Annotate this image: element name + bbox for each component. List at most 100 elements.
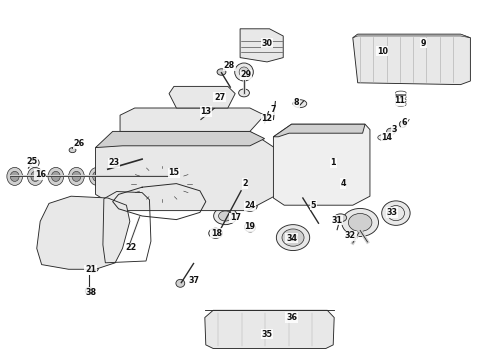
Ellipse shape bbox=[289, 193, 299, 199]
Ellipse shape bbox=[104, 167, 110, 171]
Text: 21: 21 bbox=[85, 266, 96, 274]
Text: 11: 11 bbox=[394, 96, 405, 105]
Text: 10: 10 bbox=[377, 46, 388, 55]
Ellipse shape bbox=[219, 211, 232, 221]
Text: 33: 33 bbox=[387, 208, 397, 217]
Ellipse shape bbox=[288, 127, 300, 134]
Ellipse shape bbox=[91, 243, 97, 247]
Text: 35: 35 bbox=[262, 330, 272, 338]
Polygon shape bbox=[96, 131, 274, 211]
Ellipse shape bbox=[121, 159, 149, 186]
Ellipse shape bbox=[223, 159, 252, 186]
Text: 6: 6 bbox=[401, 118, 407, 127]
Ellipse shape bbox=[399, 121, 406, 127]
Text: 9: 9 bbox=[421, 39, 427, 48]
Ellipse shape bbox=[194, 164, 213, 182]
Ellipse shape bbox=[90, 266, 96, 270]
Ellipse shape bbox=[217, 69, 226, 75]
Ellipse shape bbox=[151, 167, 167, 185]
Ellipse shape bbox=[384, 42, 400, 51]
Text: 27: 27 bbox=[214, 93, 225, 102]
Polygon shape bbox=[120, 108, 265, 131]
Text: 13: 13 bbox=[200, 107, 211, 116]
Ellipse shape bbox=[134, 171, 143, 181]
Ellipse shape bbox=[110, 167, 125, 185]
Ellipse shape bbox=[308, 127, 319, 134]
Ellipse shape bbox=[382, 201, 410, 225]
Ellipse shape bbox=[91, 215, 97, 219]
Ellipse shape bbox=[380, 40, 404, 54]
Text: 34: 34 bbox=[286, 234, 297, 243]
Text: 28: 28 bbox=[224, 61, 235, 70]
Polygon shape bbox=[273, 124, 370, 205]
Ellipse shape bbox=[239, 89, 249, 97]
Polygon shape bbox=[353, 34, 470, 38]
Ellipse shape bbox=[55, 215, 61, 219]
Ellipse shape bbox=[348, 213, 372, 231]
Ellipse shape bbox=[289, 234, 297, 241]
Text: 19: 19 bbox=[245, 222, 255, 231]
Ellipse shape bbox=[239, 67, 249, 77]
Text: 29: 29 bbox=[241, 71, 251, 79]
Text: 25: 25 bbox=[26, 157, 37, 166]
Ellipse shape bbox=[89, 167, 105, 185]
Ellipse shape bbox=[69, 148, 76, 153]
Ellipse shape bbox=[212, 230, 220, 236]
Ellipse shape bbox=[130, 167, 146, 185]
Polygon shape bbox=[273, 124, 365, 137]
Text: 7: 7 bbox=[270, 105, 276, 114]
Text: 30: 30 bbox=[262, 39, 272, 48]
Polygon shape bbox=[169, 86, 235, 108]
Polygon shape bbox=[96, 131, 265, 148]
Ellipse shape bbox=[316, 193, 326, 199]
Ellipse shape bbox=[139, 156, 145, 161]
Text: 32: 32 bbox=[345, 231, 356, 240]
Ellipse shape bbox=[62, 220, 90, 242]
Ellipse shape bbox=[31, 171, 40, 181]
Ellipse shape bbox=[293, 100, 307, 108]
Ellipse shape bbox=[51, 171, 60, 181]
Text: 37: 37 bbox=[188, 276, 199, 284]
Polygon shape bbox=[274, 148, 304, 203]
Ellipse shape bbox=[55, 243, 61, 247]
Ellipse shape bbox=[154, 171, 163, 181]
Ellipse shape bbox=[7, 167, 23, 185]
Text: 22: 22 bbox=[126, 243, 137, 252]
Ellipse shape bbox=[334, 214, 346, 222]
Ellipse shape bbox=[238, 188, 247, 193]
Text: 14: 14 bbox=[382, 133, 392, 142]
Ellipse shape bbox=[72, 171, 81, 181]
Ellipse shape bbox=[346, 127, 359, 134]
Text: 15: 15 bbox=[169, 168, 179, 177]
Ellipse shape bbox=[27, 167, 43, 185]
Ellipse shape bbox=[189, 159, 218, 186]
Ellipse shape bbox=[276, 225, 310, 251]
Text: 1: 1 bbox=[330, 158, 336, 167]
Polygon shape bbox=[205, 310, 334, 348]
Polygon shape bbox=[37, 196, 130, 269]
Ellipse shape bbox=[85, 287, 93, 294]
Ellipse shape bbox=[160, 164, 178, 182]
Ellipse shape bbox=[156, 180, 168, 188]
Text: 8: 8 bbox=[294, 98, 299, 107]
Ellipse shape bbox=[145, 173, 178, 194]
Ellipse shape bbox=[196, 116, 204, 123]
Polygon shape bbox=[353, 34, 470, 85]
Ellipse shape bbox=[48, 167, 64, 185]
Ellipse shape bbox=[254, 320, 283, 341]
Ellipse shape bbox=[214, 207, 237, 225]
Text: 12: 12 bbox=[262, 114, 272, 123]
Ellipse shape bbox=[282, 229, 304, 246]
Text: 5: 5 bbox=[311, 201, 317, 210]
Ellipse shape bbox=[343, 193, 353, 199]
Polygon shape bbox=[240, 29, 283, 62]
Ellipse shape bbox=[10, 171, 19, 181]
Ellipse shape bbox=[125, 164, 144, 182]
Text: 2: 2 bbox=[242, 179, 248, 188]
Ellipse shape bbox=[243, 201, 257, 211]
Ellipse shape bbox=[228, 164, 247, 182]
Ellipse shape bbox=[54, 214, 98, 248]
Ellipse shape bbox=[327, 127, 339, 134]
Ellipse shape bbox=[378, 135, 389, 140]
Ellipse shape bbox=[113, 171, 122, 181]
